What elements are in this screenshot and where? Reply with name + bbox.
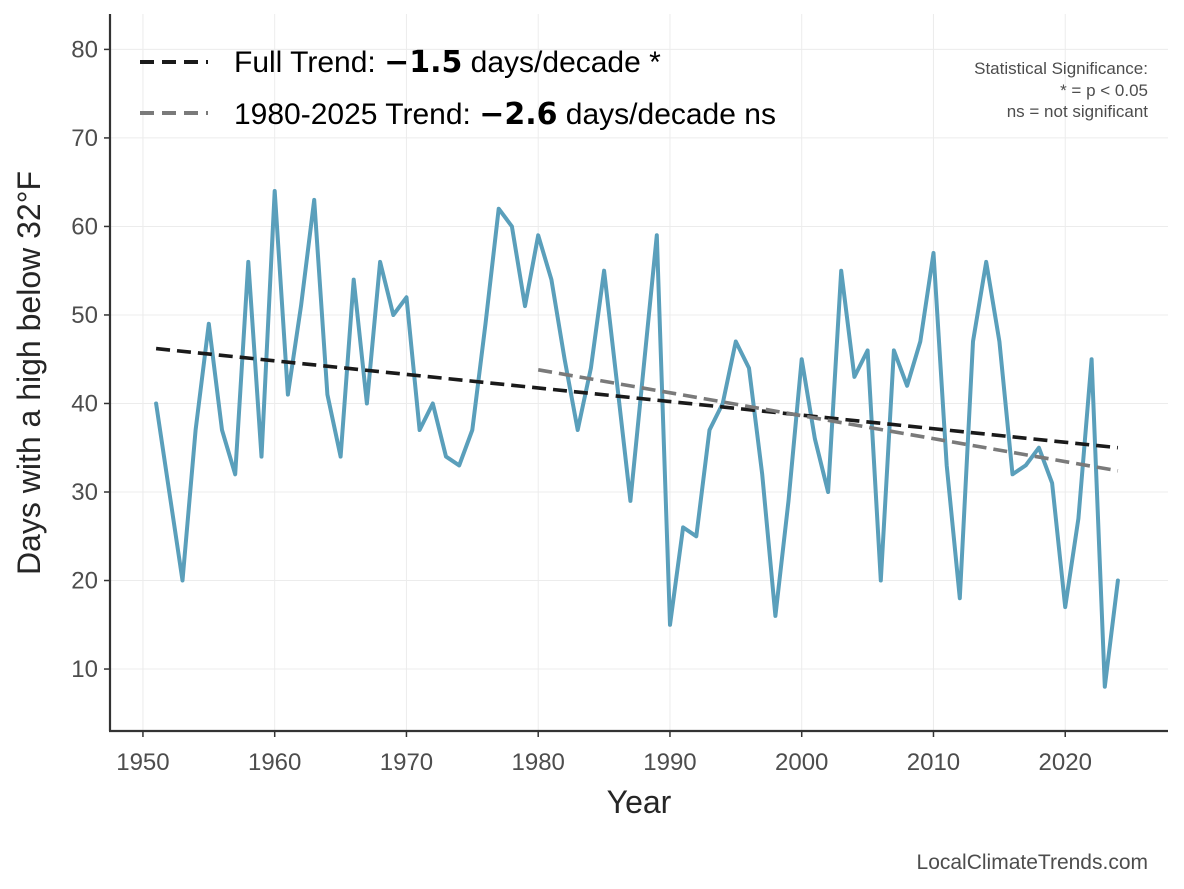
legend-suffix: days/decade * bbox=[462, 46, 661, 79]
legend-prefix: 1980-2025 Trend: bbox=[234, 98, 479, 131]
y-tick-label: 60 bbox=[71, 213, 98, 240]
legend-prefix: Full Trend: bbox=[234, 46, 384, 79]
x-tick-label: 1980 bbox=[512, 749, 565, 776]
legend-label-full-trend: Full Trend: −1.5 days/decade * bbox=[234, 45, 661, 80]
x-tick-label: 1960 bbox=[248, 749, 301, 776]
legend-suffix: days/decade ns bbox=[557, 98, 775, 131]
x-tick-label: 2000 bbox=[775, 749, 828, 776]
significance-ns: ns = not significant bbox=[1007, 102, 1149, 121]
series-group bbox=[154, 189, 1120, 689]
y-tick-label: 10 bbox=[71, 656, 98, 683]
y-tick-label: 20 bbox=[71, 568, 98, 595]
trend-line-2 bbox=[537, 368, 1119, 473]
x-tick-label: 1950 bbox=[116, 749, 169, 776]
significance-title: Statistical Significance: bbox=[974, 59, 1148, 78]
y-tick-label: 80 bbox=[71, 36, 98, 63]
legend-value: −1.5 bbox=[384, 45, 462, 80]
x-tick-label: 2020 bbox=[1039, 749, 1092, 776]
legend: Full Trend: −1.5 days/decade * 1980-2025… bbox=[140, 45, 776, 132]
y-tick-label: 40 bbox=[71, 390, 98, 417]
y-tick-label: 70 bbox=[71, 125, 98, 152]
x-tick-label: 2010 bbox=[907, 749, 960, 776]
x-tick-label: 1970 bbox=[380, 749, 433, 776]
y-axis-title: Days with a high below 32°F bbox=[11, 171, 47, 575]
observed-series-line bbox=[154, 189, 1120, 689]
significance-note: Statistical Significance: * = p < 0.05 n… bbox=[974, 59, 1148, 121]
x-tick-label: 1990 bbox=[643, 749, 696, 776]
significance-star: * = p < 0.05 bbox=[1060, 81, 1148, 100]
credit-text: LocalClimateTrends.com bbox=[917, 851, 1148, 874]
trend-line-1 bbox=[155, 346, 1119, 450]
y-tick-label: 50 bbox=[71, 302, 98, 329]
ticks: 10 20 30 40 50 60 70 80 1950 1960 1970 1980 1990 2000… bbox=[71, 36, 1092, 776]
legend-value: −2.6 bbox=[479, 97, 557, 132]
legend-label-1980-trend: 1980-2025 Trend: −2.6 days/decade ns bbox=[234, 97, 776, 132]
y-tick-label: 30 bbox=[71, 479, 98, 506]
x-axis-title: Year bbox=[607, 784, 672, 820]
